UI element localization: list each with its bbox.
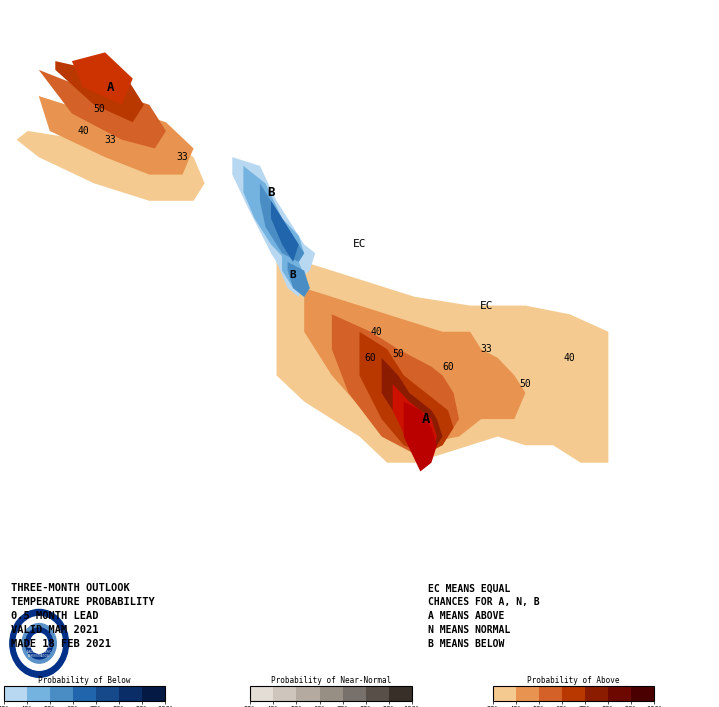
Text: 50: 50 (93, 104, 106, 114)
Title: Probability of Near-Normal: Probability of Near-Normal (271, 676, 391, 685)
Text: B: B (290, 270, 296, 280)
Text: NOAA: NOAA (30, 639, 48, 645)
Polygon shape (382, 358, 442, 454)
Polygon shape (304, 288, 526, 445)
Polygon shape (39, 70, 166, 148)
Polygon shape (404, 402, 437, 472)
Polygon shape (243, 166, 304, 262)
Text: 50: 50 (393, 349, 404, 358)
Polygon shape (271, 201, 298, 262)
Text: 33: 33 (105, 135, 116, 145)
Polygon shape (39, 96, 193, 175)
Polygon shape (282, 253, 310, 297)
Text: 33: 33 (481, 344, 493, 354)
Polygon shape (55, 61, 144, 122)
Polygon shape (277, 245, 304, 297)
Text: B: B (267, 185, 275, 199)
Circle shape (22, 624, 56, 663)
Polygon shape (17, 131, 205, 201)
Text: A: A (421, 412, 430, 426)
Polygon shape (72, 52, 133, 105)
Text: 50: 50 (520, 379, 531, 389)
Polygon shape (260, 183, 304, 262)
Circle shape (10, 609, 68, 677)
Text: 60: 60 (365, 353, 377, 363)
Circle shape (26, 628, 52, 659)
Text: NATIONAL OCEANIC
AND ATMOSPHERIC
ADMINISTRATION: NATIONAL OCEANIC AND ATMOSPHERIC ADMINIS… (27, 645, 52, 658)
Circle shape (31, 633, 47, 653)
Polygon shape (360, 332, 454, 454)
Polygon shape (288, 262, 310, 297)
Text: EC: EC (480, 300, 493, 310)
Text: 40: 40 (77, 126, 89, 136)
Text: 60: 60 (442, 362, 454, 372)
Polygon shape (277, 253, 608, 462)
Text: 40: 40 (370, 327, 382, 337)
Text: 40: 40 (564, 353, 575, 363)
Circle shape (16, 617, 63, 670)
Text: 33: 33 (177, 152, 188, 162)
Polygon shape (232, 157, 315, 279)
Polygon shape (332, 315, 459, 454)
Text: EC: EC (353, 240, 366, 250)
Text: EC MEANS EQUAL
CHANCES FOR A, N, B
A MEANS ABOVE
N MEANS NORMAL
B MEANS BELOW: EC MEANS EQUAL CHANCES FOR A, N, B A MEA… (428, 583, 539, 649)
Polygon shape (393, 384, 437, 462)
Title: Probability of Below: Probability of Below (38, 676, 131, 685)
Title: Probability of Above: Probability of Above (527, 676, 620, 685)
Text: A: A (107, 81, 114, 94)
Text: THREE-MONTH OUTLOOK
TEMPERATURE PROBABILITY
0.5 MONTH LEAD
VALID MAM 2021
MADE 1: THREE-MONTH OUTLOOK TEMPERATURE PROBABIL… (11, 583, 155, 649)
